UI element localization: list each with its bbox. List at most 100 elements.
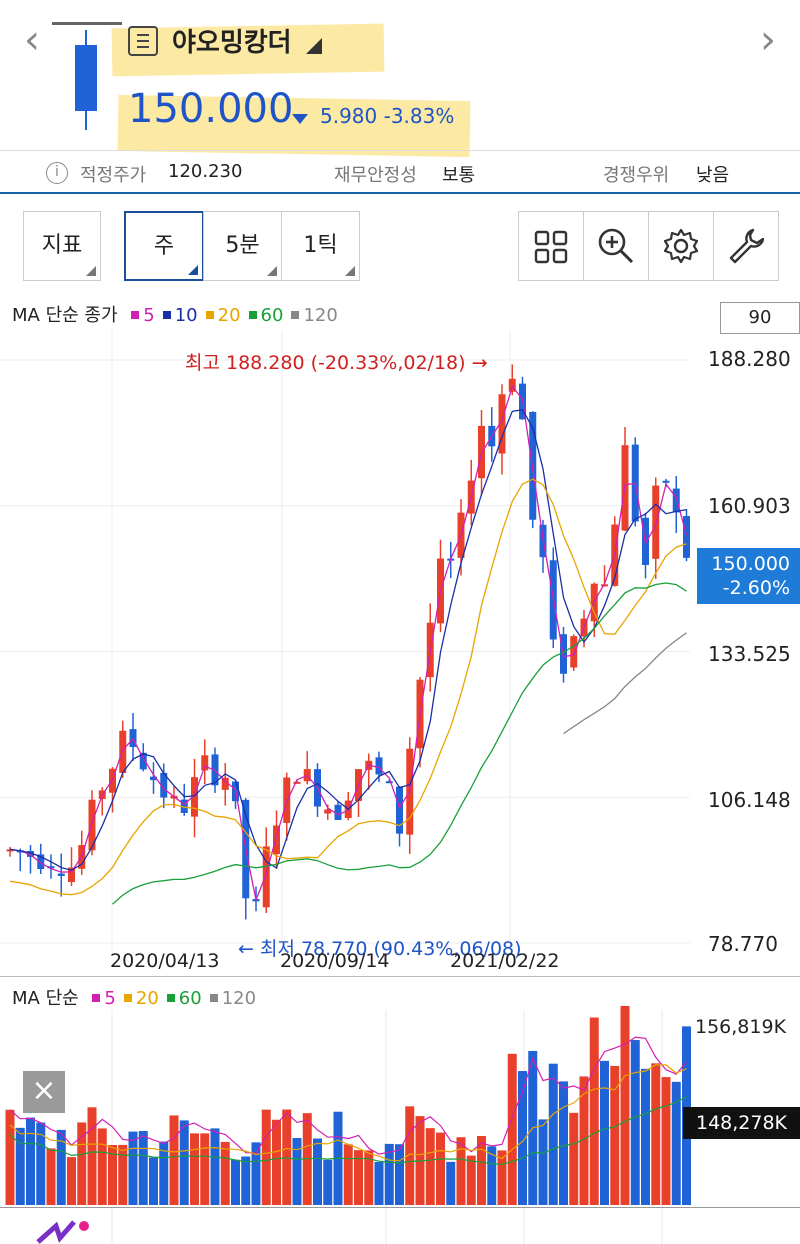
menu-icon[interactable] bbox=[128, 26, 158, 56]
volume-bar bbox=[26, 1117, 35, 1205]
volume-bar bbox=[548, 1063, 558, 1205]
low-annotation: ← 최저 78.770 (90.43%,06/08) bbox=[238, 938, 522, 960]
volume-bar bbox=[364, 1150, 374, 1205]
candle-body bbox=[37, 854, 45, 869]
price-legend-label-120: 120 bbox=[303, 305, 338, 326]
price-axis-label-3: 106.148 bbox=[708, 788, 791, 812]
date-label-1: 2020/09/14 bbox=[280, 950, 390, 972]
settings-button[interactable] bbox=[648, 211, 714, 281]
dropdown-caret-icon[interactable] bbox=[306, 38, 322, 54]
candle-body bbox=[385, 781, 393, 784]
one-tick-button[interactable]: 1틱 bbox=[281, 211, 360, 281]
price-change: 5.980 -3.83% bbox=[320, 104, 455, 128]
price-axis-label-0: 188.280 bbox=[708, 347, 791, 371]
volume-legend-label-120: 120 bbox=[221, 988, 257, 1009]
layout-grid-button[interactable] bbox=[518, 211, 584, 281]
zoom-in-icon bbox=[598, 228, 634, 264]
price-candle-chart[interactable] bbox=[0, 330, 800, 980]
volume-bar bbox=[446, 1161, 456, 1205]
price-legend-label-20: 20 bbox=[217, 305, 241, 326]
price-axis-label-2: 133.525 bbox=[708, 642, 791, 666]
candle-body bbox=[652, 485, 660, 559]
volume-bar bbox=[67, 1157, 76, 1205]
volume-bar bbox=[210, 1128, 220, 1205]
volume-legend-label-20: 20 bbox=[135, 988, 159, 1009]
stock-name[interactable]: 야오밍캉더 bbox=[172, 28, 292, 58]
vol-ma20-line bbox=[9, 1064, 687, 1162]
volume-legend-label-5: 5 bbox=[104, 988, 116, 1009]
volume-legend-swatch-60 bbox=[166, 994, 175, 1002]
volume-bar bbox=[169, 1115, 179, 1205]
indicator-button[interactable]: 지표 bbox=[23, 211, 101, 281]
volume-bar bbox=[149, 1157, 158, 1205]
candle-body bbox=[672, 488, 680, 513]
zoom-button[interactable] bbox=[583, 211, 649, 281]
volume-bar bbox=[36, 1122, 46, 1205]
candle-body bbox=[570, 636, 578, 668]
financial-value: 보통 bbox=[442, 165, 476, 186]
candle-body bbox=[662, 480, 670, 483]
volume-bar bbox=[313, 1138, 322, 1205]
candle-body bbox=[139, 752, 147, 770]
volume-bar bbox=[261, 1109, 271, 1205]
volume-bar bbox=[384, 1143, 394, 1205]
price-legend-label-60: 60 bbox=[260, 305, 284, 326]
ma10-line bbox=[9, 408, 687, 871]
candle-body bbox=[262, 846, 270, 908]
volume-legend-swatch-20 bbox=[123, 994, 132, 1002]
info-icon[interactable]: i bbox=[46, 162, 68, 184]
volume-bar bbox=[323, 1159, 333, 1205]
candle-body bbox=[396, 786, 403, 834]
vol-ma60-line bbox=[9, 1096, 687, 1166]
volume-bar bbox=[272, 1119, 281, 1205]
five-minute-label: 5분 bbox=[225, 233, 260, 258]
volume-bar bbox=[97, 1128, 107, 1205]
candle-body bbox=[180, 799, 188, 813]
volume-bar bbox=[641, 1068, 650, 1205]
candle-body bbox=[293, 781, 301, 784]
volume-bar bbox=[466, 1155, 476, 1205]
five-minute-button[interactable]: 5분 bbox=[203, 211, 282, 281]
volume-bar bbox=[159, 1141, 169, 1205]
candle-body bbox=[88, 799, 96, 851]
volume-bar bbox=[138, 1130, 148, 1205]
candle-body bbox=[201, 755, 209, 771]
price-legend-swatch-120 bbox=[291, 311, 300, 319]
tools-button[interactable] bbox=[713, 211, 779, 281]
financial-label: 재무안정성 bbox=[334, 165, 417, 186]
volume-bar bbox=[77, 1122, 87, 1205]
volume-ma-legend: MA 단순 5 20 60 120 bbox=[12, 984, 256, 1010]
candle-body bbox=[27, 851, 34, 857]
candle-body bbox=[191, 777, 198, 817]
volume-bar bbox=[220, 1141, 230, 1205]
candle-body bbox=[150, 776, 157, 781]
volume-bar bbox=[661, 1077, 671, 1205]
volume-bar bbox=[87, 1107, 97, 1205]
volume-bar bbox=[671, 1081, 681, 1205]
volume-bar bbox=[559, 1081, 568, 1205]
candle-body bbox=[498, 394, 506, 454]
indicator-label: 지표 bbox=[41, 233, 83, 258]
price-legend-label-5: 5 bbox=[143, 305, 155, 326]
high-annotation: 최고 188.280 (-20.33%,02/18) → bbox=[185, 352, 488, 374]
candle-body bbox=[68, 867, 75, 883]
prev-stock-button[interactable]: ‹ bbox=[24, 17, 40, 63]
volume-bar bbox=[108, 1144, 117, 1205]
current-price-tag: 150.000 -2.60% bbox=[697, 548, 800, 604]
volume-bar bbox=[190, 1133, 199, 1205]
volume-bar-chart[interactable] bbox=[0, 1000, 800, 1244]
volume-bar bbox=[251, 1142, 261, 1205]
volume-bar bbox=[15, 1127, 25, 1205]
price-ma-legend: MA 단순 종가 5 10 20 60 120 bbox=[12, 301, 338, 327]
next-stock-button[interactable]: › bbox=[760, 17, 776, 63]
bottom-divider bbox=[0, 1207, 800, 1208]
week-button[interactable]: 주 bbox=[124, 211, 204, 281]
app-logo-icon bbox=[36, 1220, 89, 1244]
volume-bar bbox=[569, 1112, 579, 1205]
date-label-0: 2020/04/13 bbox=[110, 950, 220, 972]
section-divider bbox=[0, 976, 800, 977]
competitive-value: 낮음 bbox=[696, 165, 730, 186]
volume-bar bbox=[374, 1161, 384, 1205]
ma20-line bbox=[9, 478, 687, 896]
close-volume-button[interactable]: × bbox=[23, 1071, 65, 1113]
